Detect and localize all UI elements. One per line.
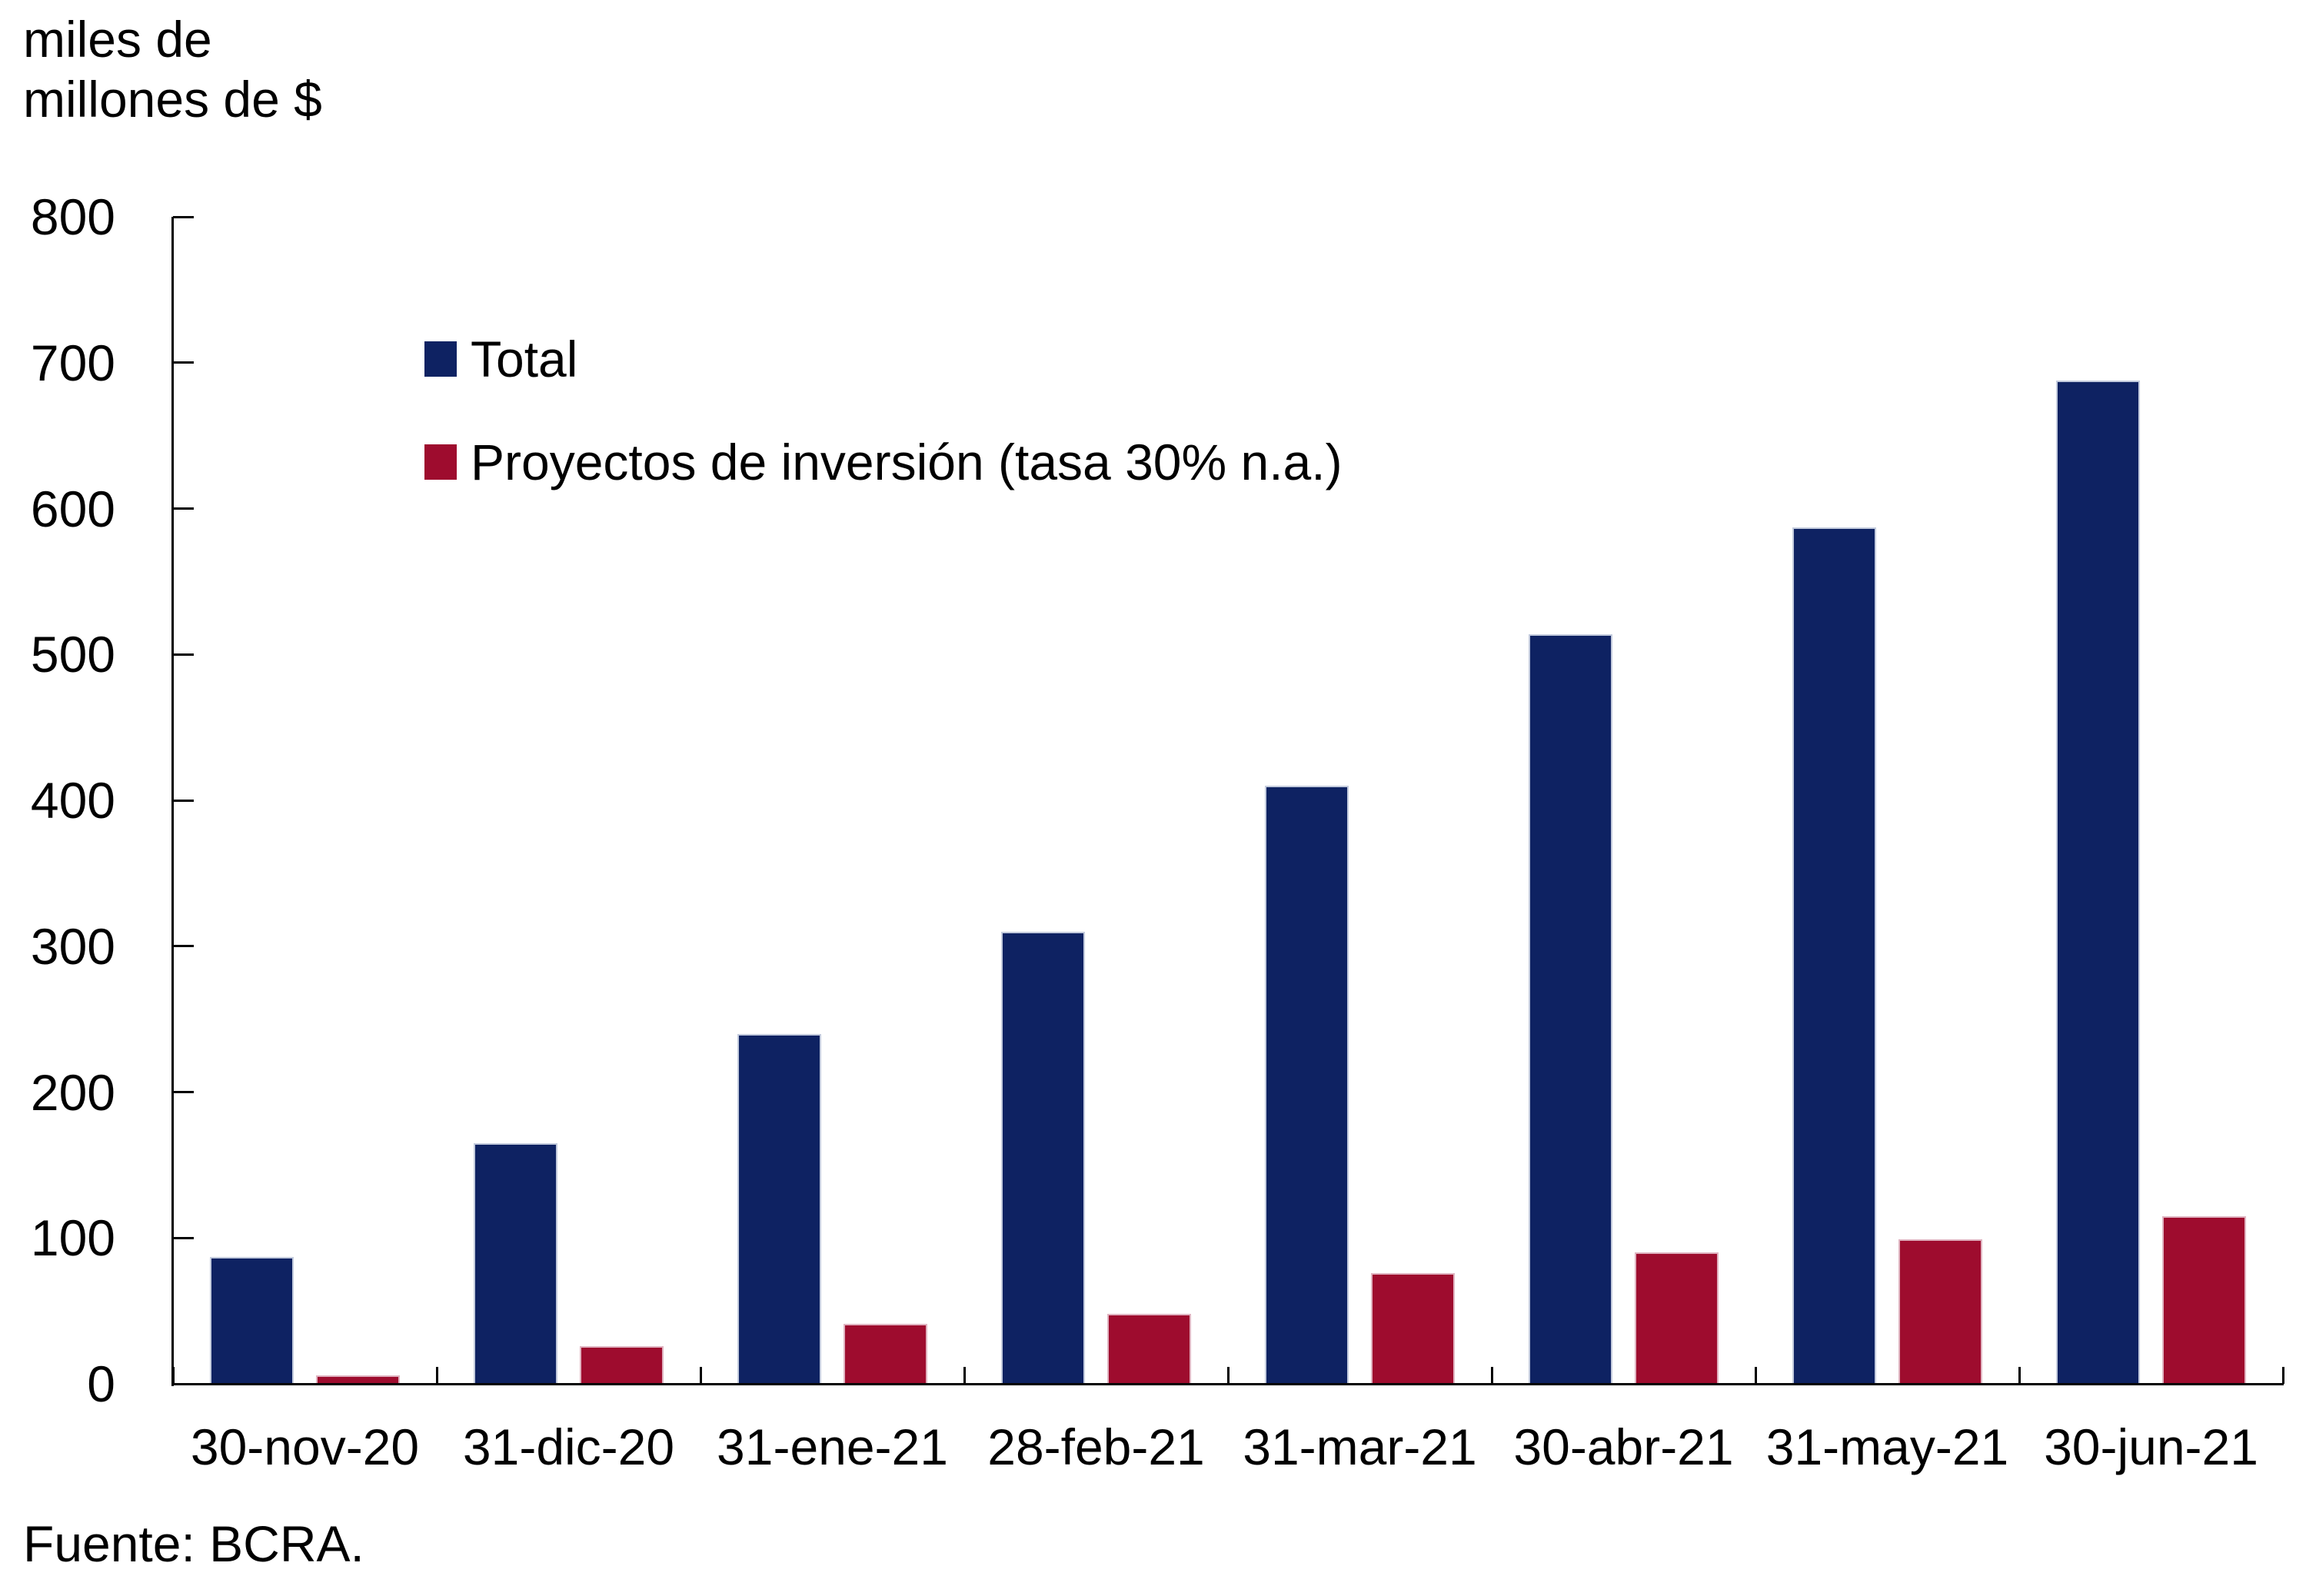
bar-proyectos <box>1107 1313 1191 1384</box>
x-axis-tick-label: 31-dic-20 <box>462 1418 675 1475</box>
y-axis-tick-mark <box>173 1091 194 1093</box>
legend-label: Proyectos de inversión (tasa 30% n.a.) <box>471 434 1343 490</box>
x-axis-tick-mark <box>1754 1367 1757 1384</box>
x-axis-tick-label: 31-mar-21 <box>1243 1418 1477 1475</box>
y-axis-unit-label: miles de millones de $ <box>23 9 322 129</box>
x-axis-tick-label: 30-jun-21 <box>2044 1418 2258 1475</box>
x-axis-tick-label: 31-may-21 <box>1765 1418 2009 1475</box>
y-axis-unit-line2: millones de $ <box>23 71 322 128</box>
bar-proyectos <box>1898 1239 1982 1384</box>
y-axis-tick-mark <box>173 653 194 656</box>
bar-total <box>1792 527 1876 1384</box>
bar-proyectos <box>844 1324 927 1384</box>
y-axis-tick-label: 600 <box>30 480 115 537</box>
x-axis-tick-mark <box>963 1367 966 1384</box>
x-axis-tick-mark <box>699 1367 702 1384</box>
y-axis-tick-mark <box>173 799 194 802</box>
bar-total <box>1529 633 1612 1384</box>
y-axis-tick-label: 0 <box>87 1355 115 1412</box>
y-axis-tick-label: 800 <box>30 188 115 245</box>
y-axis-tick-mark <box>173 361 194 364</box>
bar-total <box>2056 380 2140 1384</box>
source-note: Fuente: BCRA. <box>23 1515 364 1572</box>
y-axis-tick-label: 200 <box>30 1063 115 1121</box>
x-axis-tick-mark <box>2018 1367 2021 1384</box>
y-axis-line <box>171 217 174 1386</box>
bar-total <box>1265 786 1349 1384</box>
bar-total <box>1001 931 1085 1384</box>
y-axis-tick-label: 400 <box>30 772 115 829</box>
x-axis-tick-mark <box>1226 1367 1230 1384</box>
y-axis-unit-line1: miles de <box>23 11 212 68</box>
x-axis-tick-mark <box>435 1367 438 1384</box>
bar-total <box>210 1256 294 1384</box>
x-axis-tick-mark <box>1490 1367 1493 1384</box>
y-axis-tick-label: 700 <box>30 334 115 391</box>
bar-total <box>474 1142 557 1384</box>
y-axis-tick-mark <box>173 507 194 510</box>
y-axis-tick-mark <box>173 1236 194 1239</box>
legend-item-total: Total <box>424 334 577 384</box>
x-axis-tick-label: 31-ene-21 <box>717 1418 948 1475</box>
y-axis-tick-mark <box>173 945 194 948</box>
y-axis-tick-label: 500 <box>30 626 115 683</box>
legend-swatch-proyectos <box>424 444 457 480</box>
legend-item-proyectos: Proyectos de inversión (tasa 30% n.a.) <box>424 437 1343 487</box>
bar-proyectos <box>1635 1252 1719 1384</box>
x-axis-tick-label: 28-feb-21 <box>987 1418 1205 1475</box>
bar-proyectos <box>316 1375 400 1384</box>
x-axis-tick-label: 30-nov-20 <box>190 1418 420 1475</box>
legend-label: Total <box>471 331 578 387</box>
bar-proyectos <box>1371 1272 1455 1384</box>
y-axis-tick-label: 300 <box>30 917 115 975</box>
bar-total <box>737 1033 821 1384</box>
x-axis-tick-label: 30-abr-21 <box>1513 1418 1734 1475</box>
y-axis-tick-label: 100 <box>30 1209 115 1267</box>
x-axis-tick-mark <box>2281 1367 2284 1384</box>
bar-proyectos <box>2162 1215 2246 1384</box>
y-axis-tick-mark <box>173 215 194 218</box>
x-axis-line <box>171 1383 2284 1385</box>
bar-proyectos <box>580 1345 664 1384</box>
legend-swatch-total <box>424 341 457 377</box>
